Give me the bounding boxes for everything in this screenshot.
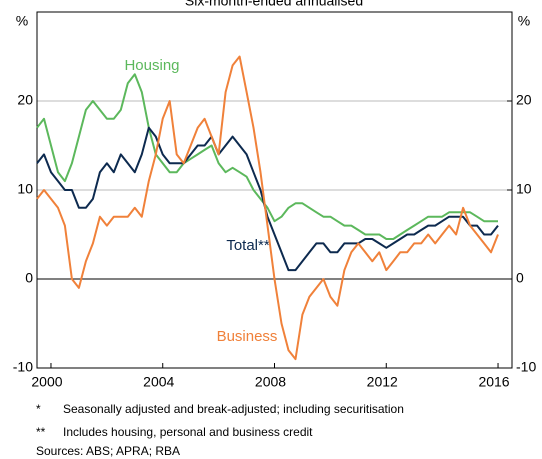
series-label: Housing <box>124 57 179 74</box>
series-label: Total** <box>226 237 270 254</box>
y2-unit: % <box>518 13 530 29</box>
footnote-text: Includes housing, personal and business … <box>63 425 313 439</box>
x-tick-label: 2012 <box>367 374 398 390</box>
series-line <box>36 126 499 272</box>
sources: Sources: ABS; APRA; RBA <box>36 444 180 458</box>
y2-tick-label: 10 <box>516 181 532 197</box>
y2-tick-label: -10 <box>516 359 536 375</box>
y-unit: % <box>16 13 28 29</box>
series-line <box>36 55 499 361</box>
series-label: Business <box>217 328 278 345</box>
y2-tick-label: 20 <box>516 92 532 108</box>
y-tick-label: 0 <box>25 270 33 286</box>
footnote-text: Seasonally adjusted and break-adjusted; … <box>63 402 404 416</box>
x-tick-label: 2016 <box>478 374 509 390</box>
x-tick-label: 2004 <box>143 374 174 390</box>
y-tick-label: 10 <box>17 181 33 197</box>
x-tick-label: 2000 <box>31 374 62 390</box>
chart-title: Six-month-ended annualised <box>185 0 363 9</box>
y-tick-label: -10 <box>13 359 33 375</box>
series-line <box>36 73 498 240</box>
x-tick-label: 2008 <box>255 374 286 390</box>
footnote-marker: ** <box>36 425 46 439</box>
footnote-marker: * <box>36 402 41 416</box>
y-tick-label: 20 <box>17 92 33 108</box>
plot-frame <box>36 11 513 369</box>
y2-tick-label: 0 <box>516 270 524 286</box>
